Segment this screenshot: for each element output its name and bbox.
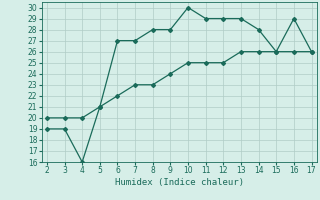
X-axis label: Humidex (Indice chaleur): Humidex (Indice chaleur) <box>115 178 244 187</box>
